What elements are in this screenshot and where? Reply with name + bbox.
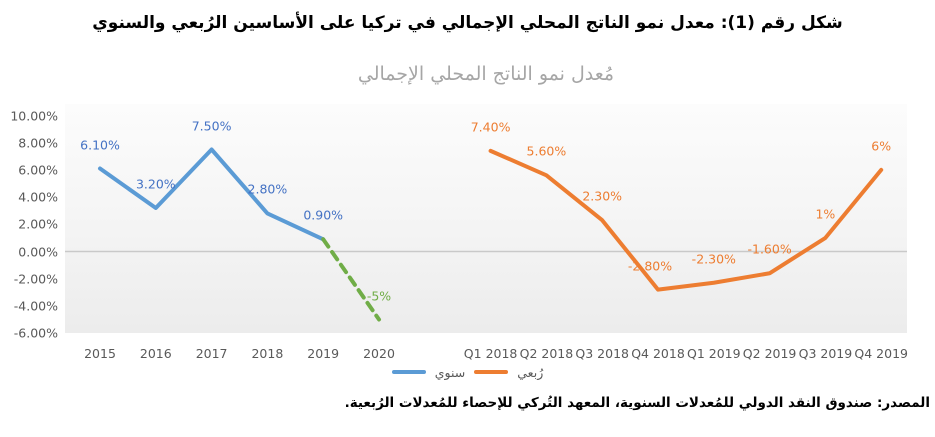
x-tick-label: 2016 xyxy=(139,346,172,361)
y-tick-label: 0.00% xyxy=(18,244,58,259)
data-label: 2.80% xyxy=(247,181,288,197)
x-tick-label: Q1 2018 xyxy=(463,346,518,361)
x-tick-label: Q2 2018 xyxy=(519,346,574,361)
chart-title: مُعدل نمو الناتج المحلي الإجمالي xyxy=(357,63,615,85)
y-tick-label: -2.00% xyxy=(13,271,58,287)
y-tick-label: -6.00% xyxy=(13,325,58,341)
legend-swatch-annual xyxy=(391,370,426,374)
data-label: 5.60% xyxy=(526,143,567,159)
figure-caption: شكل رقم (1): معدل نمو الناتج المحلي الإج… xyxy=(92,13,843,33)
x-tick-label: 2015 xyxy=(84,346,116,361)
x-tick-label: 2017 xyxy=(195,346,228,361)
x-tick-label: 2019 xyxy=(307,346,340,361)
data-label: 0.90% xyxy=(303,207,344,223)
x-tick-label: Q3 2018 xyxy=(575,346,629,361)
x-tick-label: Q1 2019 xyxy=(687,346,741,361)
x-tick-label: Q4 2019 xyxy=(854,346,908,361)
x-tick-label: Q2 2019 xyxy=(742,346,797,361)
data-label: 7.40% xyxy=(470,119,511,135)
data-label: -2.30% xyxy=(691,251,736,267)
data-label: 6.10% xyxy=(80,137,120,153)
y-tick-label: 6.00% xyxy=(18,162,58,178)
y-tick-label: 2.00% xyxy=(18,216,58,232)
data-label: 2.30% xyxy=(582,188,623,204)
x-tick-label: 2020 xyxy=(363,346,395,361)
legend-label-quarterly: رُبعي xyxy=(517,364,544,380)
data-label: -1.60% xyxy=(747,241,792,257)
data-label: -2.80% xyxy=(627,258,673,274)
x-tick-label: Q4 2018 xyxy=(631,346,685,361)
x-tick-label: Q3 2019 xyxy=(798,346,853,361)
y-tick-label: -4.00% xyxy=(13,298,58,314)
plot-area xyxy=(65,104,907,333)
y-tick-label: 8.00% xyxy=(18,135,58,151)
data-label: 6% xyxy=(871,138,892,154)
legend-label-annual: سنوي xyxy=(434,364,466,380)
data-label: 7.50% xyxy=(191,118,232,133)
x-tick-label: 2018 xyxy=(251,346,284,361)
legend-swatch-quarterly xyxy=(474,370,509,374)
y-tick-label: 10.00% xyxy=(10,108,58,123)
data-label: -5% xyxy=(366,288,392,303)
data-label: 1% xyxy=(815,206,836,222)
y-tick-label: 4.00% xyxy=(18,189,58,205)
legend: سنوي رُبعي xyxy=(0,363,935,381)
data-label: 3.20% xyxy=(135,176,176,192)
source-note: المصدر: صندوق النقد الدولي للمُعدلات الس… xyxy=(344,395,930,411)
